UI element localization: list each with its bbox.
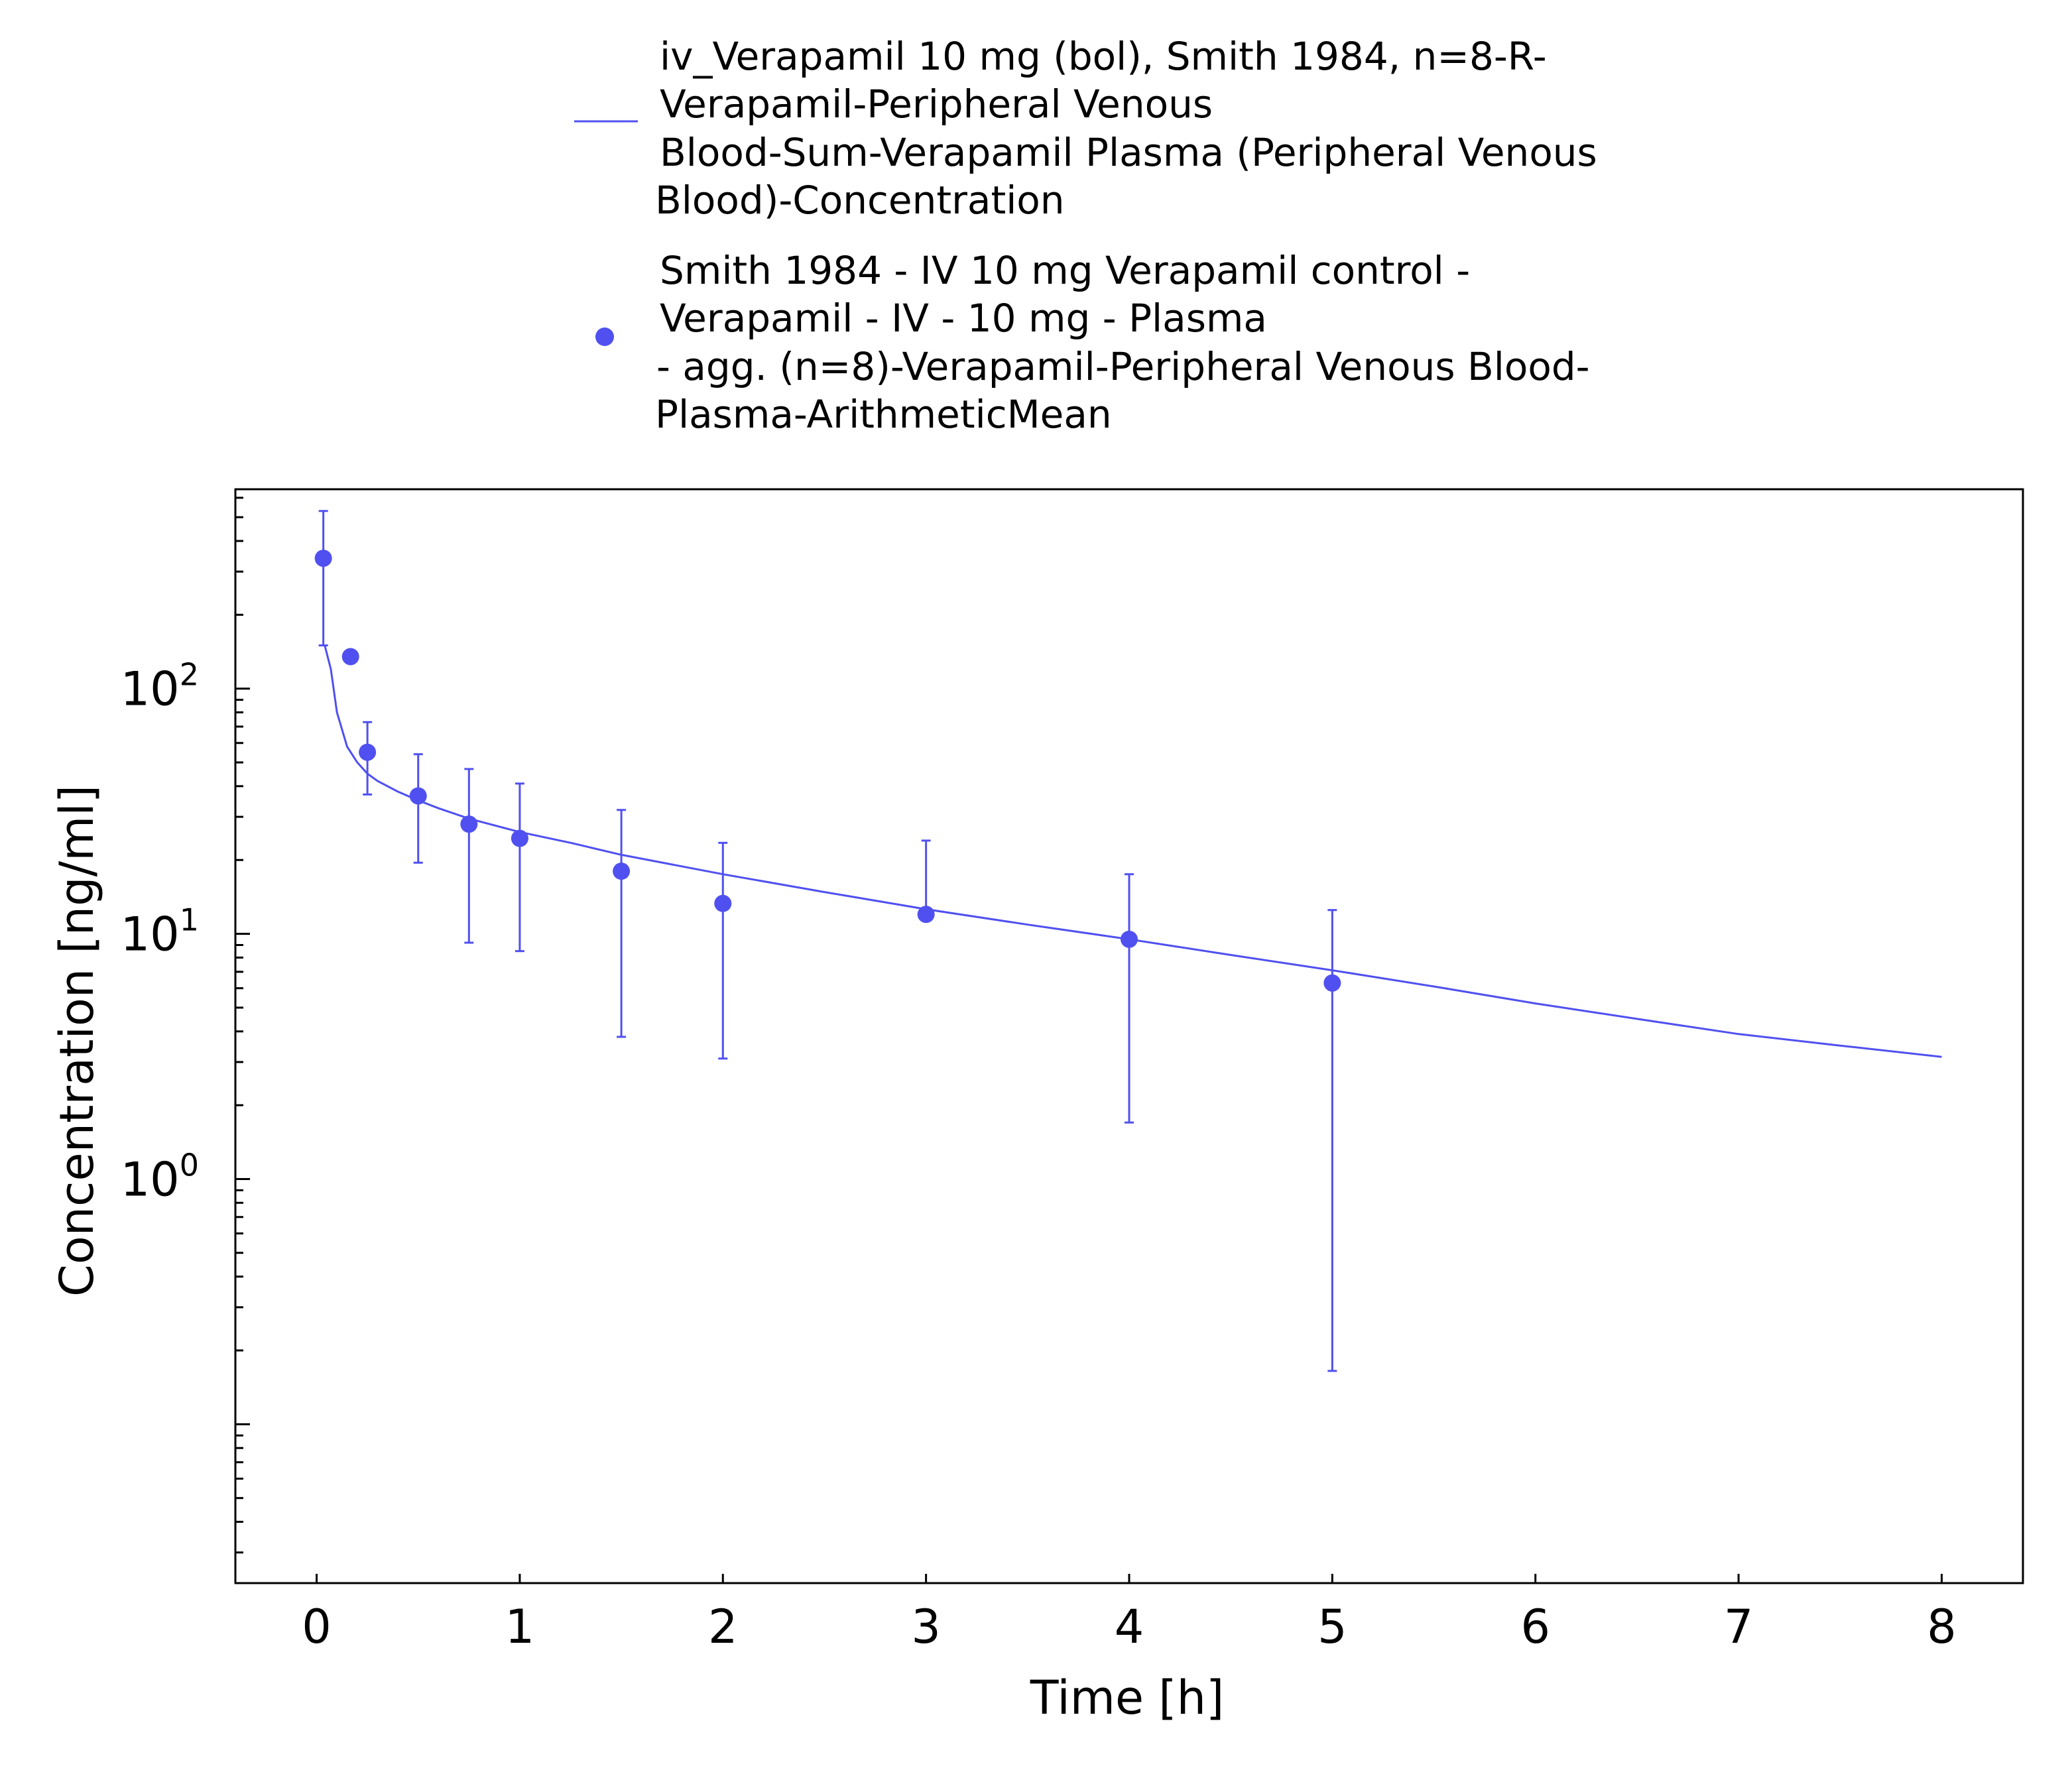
y-tick-label: 101 (121, 902, 199, 962)
x-tick-label: 1 (505, 1600, 535, 1654)
x-tick-label: 4 (1115, 1600, 1144, 1654)
y-tick-label: 102 (121, 657, 199, 717)
y-tick-label: 100 (121, 1147, 199, 1207)
data-point (1323, 974, 1341, 992)
legend-observed-line-2: Verapamil - IV - 10 mg - Plasma (660, 296, 1267, 341)
data-point (409, 787, 427, 805)
legend-item-simulation: iv_Verapamil 10 mg (bol), Smith 1984, n=… (574, 34, 1597, 223)
legend-marker-swatch (595, 327, 614, 346)
x-tick-label: 7 (1724, 1600, 1754, 1654)
data-point (613, 862, 631, 880)
y-axis-label: Concentration [ng/ml] (50, 785, 104, 1297)
legend-observed-line-4: Plasma-ArithmeticMean (655, 392, 1112, 437)
x-axis-label: Time [h] (1030, 1671, 1225, 1725)
data-point (460, 815, 478, 833)
data-point (511, 829, 528, 847)
y-axis: 100 101 102 (121, 497, 250, 1554)
x-tick-label: 0 (302, 1600, 332, 1654)
legend: iv_Verapamil 10 mg (bol), Smith 1984, n=… (574, 34, 1597, 437)
x-tick-label: 2 (708, 1600, 738, 1654)
data-point (341, 648, 359, 666)
legend-observed-line-3: - agg. (n=8)-Verapamil-Peripheral Venous… (656, 344, 1590, 389)
x-tick-label: 6 (1520, 1600, 1550, 1654)
legend-simulation-line-3: Blood-Sum-Verapamil Plasma (Peripheral V… (660, 130, 1597, 175)
x-tick-label: 8 (1927, 1600, 1957, 1654)
x-tick-label: 3 (911, 1600, 941, 1654)
x-tick-label: 5 (1317, 1600, 1347, 1654)
legend-simulation-line-2: Verapamil-Peripheral Venous (660, 82, 1213, 127)
legend-item-observed: Smith 1984 - IV 10 mg Verapamil control … (595, 248, 1590, 437)
legend-simulation-line-1: iv_Verapamil 10 mg (bol), Smith 1984, n=… (660, 34, 1547, 79)
data-point (359, 743, 377, 761)
legend-simulation-line-4: Blood)-Concentration (655, 178, 1065, 223)
x-axis: 0 1 2 3 4 5 6 7 8 (302, 1574, 1957, 1654)
simulation-line (324, 645, 1942, 1058)
observed-series (314, 510, 1341, 1372)
data-point (1121, 930, 1138, 948)
legend-observed-line-1: Smith 1984 - IV 10 mg Verapamil control … (660, 248, 1470, 293)
simulation-series (324, 645, 1942, 1058)
data-point (314, 550, 332, 567)
data-point (917, 906, 935, 923)
data-point (714, 894, 732, 912)
